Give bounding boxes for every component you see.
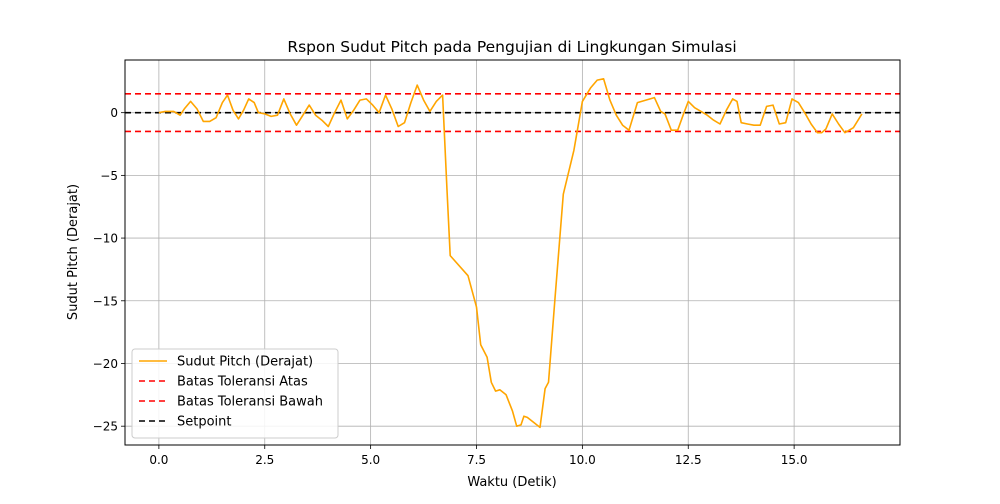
y-tick-label: −15: [93, 294, 118, 308]
y-tick-label: −20: [93, 357, 118, 371]
y-ticks: 0 −5 −10 −15 −20 −25: [93, 106, 125, 434]
legend-label: Sudut Pitch (Derajat): [177, 355, 313, 370]
legend: Sudut Pitch (Derajat) Batas Toleransi Ata…: [131, 348, 339, 439]
x-axis-label: Waktu (Detik): [467, 475, 556, 490]
plot-frame: [124, 59, 901, 446]
chart-title: Rspon Sudut Pitch pada Pengujian di Ling…: [287, 38, 736, 56]
x-tick-label: 2.5: [255, 453, 274, 467]
y-axis-label: Sudut Pitch (Derajat): [66, 184, 81, 320]
x-ticks: 0.0 2.5 5.0 7.5 10.0 12.5 15.0: [149, 445, 807, 467]
y-tick-label: −10: [93, 232, 118, 246]
legend-label: Batas Toleransi Bawah: [177, 395, 323, 410]
y-tick-label: −5: [100, 169, 118, 183]
y-tick-label: 0: [110, 106, 118, 120]
x-tick-label: 7.5: [467, 453, 486, 467]
reference-lines: [125, 93, 900, 133]
x-tick-label: 0.0: [149, 453, 168, 467]
x-tick-label: 12.5: [675, 453, 702, 467]
x-tick-label: 10.0: [569, 453, 596, 467]
y-tick-label: −25: [93, 420, 118, 434]
series-line-pitch: [158, 78, 863, 429]
legend-label: Setpoint: [177, 415, 232, 430]
series-lines: [158, 78, 863, 429]
x-tick-label: 5.0: [361, 453, 380, 467]
legend-box: [131, 348, 339, 439]
legend-label: Batas Toleransi Atas: [177, 375, 308, 390]
x-tick-label: 15.0: [781, 453, 808, 467]
